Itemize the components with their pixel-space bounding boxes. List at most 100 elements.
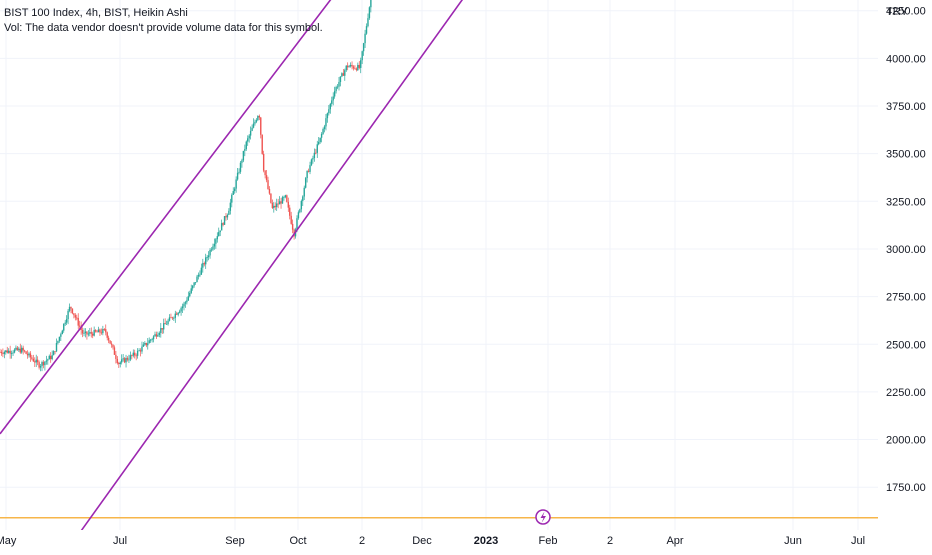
candle-body <box>186 300 188 303</box>
currency-label: TRY <box>886 6 908 18</box>
candle-body <box>93 330 95 336</box>
candle-body <box>77 318 79 326</box>
candle-body <box>42 362 45 366</box>
candle-body <box>102 329 104 334</box>
candle-body <box>87 333 90 335</box>
candle-body <box>100 332 103 334</box>
candle-body <box>194 282 197 283</box>
candle-body <box>280 201 282 204</box>
candle-body <box>71 308 74 314</box>
candle-body <box>254 121 256 124</box>
volume-notice: Vol: The data vendor doesn't provide vol… <box>4 21 323 36</box>
candle-body <box>362 43 365 52</box>
candle-body <box>333 91 336 97</box>
candle-body <box>323 126 326 130</box>
candle-body <box>320 133 323 138</box>
candle-body <box>74 315 77 318</box>
candle-body <box>271 202 274 208</box>
candle-body <box>283 197 285 198</box>
chart-legend: BIST 100 Index, 4h, BIST, Heikin Ashi Vo… <box>4 6 323 36</box>
candle-body <box>94 330 97 332</box>
grid <box>0 0 878 536</box>
candle-body <box>232 191 234 195</box>
candle-body <box>235 179 237 189</box>
candle-body <box>7 350 10 353</box>
candle-body <box>213 243 216 247</box>
candle-body <box>281 197 284 204</box>
candle-body <box>41 362 43 367</box>
candle-body <box>212 246 214 250</box>
candle-body <box>147 343 149 346</box>
candle-body <box>115 354 117 359</box>
candle-body <box>318 141 320 145</box>
candle-body <box>86 331 88 335</box>
candle-body <box>23 350 26 352</box>
time-tick-label: 2 <box>607 535 613 547</box>
candle-body <box>2 353 4 355</box>
candle-body <box>157 334 159 337</box>
candle-body <box>222 223 224 225</box>
candle-body <box>45 360 48 362</box>
candle-body <box>257 115 259 121</box>
candle-body <box>19 348 21 353</box>
candle-body <box>26 353 29 356</box>
candle-body <box>209 249 211 256</box>
candle-body <box>10 353 13 354</box>
time-tick-label: May <box>0 535 17 547</box>
price-tick-label: 2750.00 <box>886 292 926 304</box>
price-tick-label: 3750.00 <box>886 101 926 113</box>
candle-body <box>9 350 11 354</box>
candle-body <box>255 120 258 122</box>
candle-body <box>252 123 255 128</box>
candle-body <box>81 330 84 334</box>
candle-body <box>84 331 87 333</box>
candle-body <box>260 117 262 135</box>
candle-body <box>339 76 342 82</box>
candle-body <box>325 118 327 127</box>
candle-body <box>36 359 39 363</box>
candle-body <box>120 359 123 363</box>
candle-body <box>110 343 113 345</box>
candle-body <box>92 333 94 336</box>
candle-body <box>336 86 339 88</box>
time-tick-label: Feb <box>539 535 558 547</box>
candle-body <box>335 86 337 92</box>
candle-body <box>197 274 200 277</box>
candle-body <box>6 350 8 353</box>
candle-body <box>118 363 120 365</box>
candle-body <box>267 180 269 189</box>
candle-body <box>193 282 195 286</box>
candle-body <box>16 347 19 351</box>
candle-body <box>99 329 101 333</box>
candle-body <box>297 212 300 219</box>
candle-body <box>307 170 310 172</box>
candle-body <box>303 187 305 197</box>
candle-body <box>183 303 185 307</box>
candle-body <box>15 347 17 350</box>
candle-body <box>54 351 56 352</box>
candle-body <box>134 352 136 356</box>
candle-body <box>129 355 132 360</box>
candle-body <box>286 195 288 202</box>
candle-body <box>210 249 213 251</box>
time-tick-label: Jul <box>851 535 865 547</box>
candle-body <box>220 223 223 231</box>
candle-body <box>170 317 172 319</box>
candle-body <box>63 323 65 331</box>
candle-body <box>357 64 359 71</box>
candle-body <box>44 361 46 366</box>
candle-body <box>155 334 158 337</box>
price-tick-label: 3500.00 <box>886 149 926 161</box>
candle-body <box>189 292 191 297</box>
candle-body <box>277 203 279 205</box>
candle-body <box>191 285 194 289</box>
candle-body <box>128 359 130 361</box>
candle-body <box>32 358 35 362</box>
candle-body <box>135 355 137 357</box>
candle-body <box>346 65 349 68</box>
candle-body <box>141 346 143 352</box>
event-marker[interactable] <box>535 509 551 525</box>
candle-body <box>302 196 304 201</box>
